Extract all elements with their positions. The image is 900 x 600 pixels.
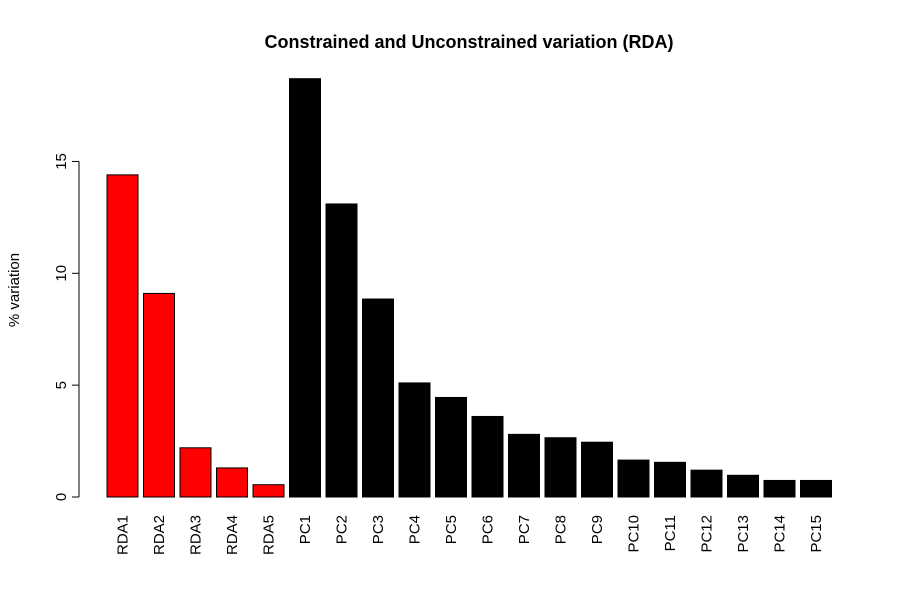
- x-tick-label-pc10: PC10: [626, 515, 643, 553]
- chart-title: Constrained and Unconstrained variation …: [264, 32, 673, 52]
- x-tick-label-pc14: PC14: [772, 515, 789, 553]
- bar-rda5: [252, 484, 285, 498]
- x-tick-label-pc1: PC1: [297, 515, 314, 544]
- x-tick-label-pc9: PC9: [589, 515, 606, 544]
- bar-rda2: [143, 292, 175, 498]
- bars: [106, 78, 832, 498]
- bar-pc1: [289, 78, 321, 498]
- x-tick-label-rda1: RDA1: [115, 515, 132, 555]
- x-tick-label-pc8: PC8: [553, 515, 570, 544]
- x-tick-label-rda5: RDA5: [261, 515, 278, 555]
- bar-pc11: [654, 461, 686, 498]
- bar-rda4: [216, 467, 248, 498]
- y-tick-label: 15: [53, 153, 70, 170]
- bar-pc4: [398, 382, 431, 498]
- bar-pc9: [581, 441, 613, 498]
- y-tick-label: 0: [53, 493, 70, 501]
- x-axis-labels: RDA1 RDA2 RDA3 RDA4 RDA5 PC1 PC2 PC3 PC4 PC5 PC6 PC…: [115, 515, 826, 555]
- x-tick-label-pc13: PC13: [735, 515, 752, 553]
- y-tick-label: 5: [53, 381, 70, 389]
- bar-rda1: [106, 174, 139, 498]
- bar-pc15: [800, 479, 832, 498]
- bar-pc13: [727, 474, 759, 498]
- bar-pc7: [508, 433, 540, 498]
- x-tick-label-pc4: PC4: [407, 515, 424, 544]
- x-tick-label-pc6: PC6: [480, 515, 497, 544]
- x-tick-label-pc12: PC12: [699, 515, 716, 553]
- x-tick-label-pc3: PC3: [370, 515, 387, 544]
- bar-pc2: [325, 203, 358, 498]
- bar-pc6: [471, 415, 504, 498]
- bar-pc8: [544, 437, 577, 498]
- x-tick-label-pc2: PC2: [334, 515, 351, 544]
- bar-pc3: [362, 298, 394, 498]
- y-tick-label: 10: [53, 265, 70, 282]
- bar-pc5: [435, 396, 467, 498]
- bar-pc12: [690, 469, 723, 498]
- y-axis-label: % variation: [6, 253, 23, 327]
- bar-pc14: [763, 479, 796, 498]
- bar-pc10: [617, 459, 650, 498]
- x-tick-label-pc15: PC15: [808, 515, 825, 553]
- x-tick-label-pc7: PC7: [516, 515, 533, 544]
- x-tick-label-pc5: PC5: [443, 515, 460, 544]
- x-tick-label-rda4: RDA4: [224, 515, 241, 555]
- x-tick-label-pc11: PC11: [662, 515, 679, 551]
- x-tick-label-rda2: RDA2: [151, 515, 168, 555]
- bar-rda3: [179, 447, 212, 498]
- x-tick-label-rda3: RDA3: [188, 515, 205, 555]
- y-axis: 0 5 10 15: [53, 153, 80, 501]
